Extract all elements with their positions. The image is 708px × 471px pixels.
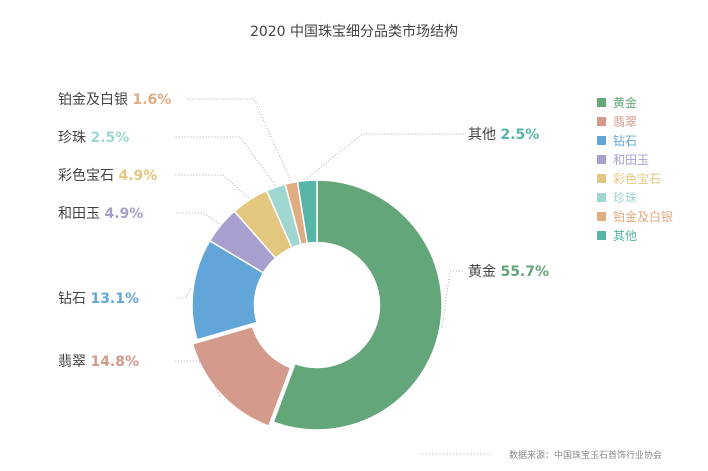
legend-label-2: 钻石 [613,133,637,148]
slice-0 [272,179,443,431]
legend-swatch-4 [597,174,606,183]
leader-line-1 [175,360,220,396]
data-label-value-4: 4.9% [118,168,157,184]
leader-line-0 [441,270,465,328]
data-label-4: 彩色宝石 4.9% [58,167,157,184]
leader-line-5 [175,136,276,186]
legend-swatch-7 [597,231,606,240]
data-label-name-7: 其他 [468,127,500,143]
data-label-value-7: 2.5% [500,127,539,143]
legend-swatch-5 [597,193,606,202]
data-label-group: 黄金 55.7%翡翠 14.8%钻石 13.1%和田玉 4.9%彩色宝石 4.9… [58,92,549,370]
leader-line-7 [306,133,465,179]
leader-line-6 [185,98,292,181]
legend-label-6: 铂金及白银 [613,209,673,224]
data-label-name-2: 钻石 [58,291,90,307]
leader-line-group [175,98,465,396]
legend-swatch-0 [597,98,606,107]
data-label-value-6: 1.6% [132,92,171,108]
legend-label-4: 彩色宝石 [613,172,661,186]
legend-label-0: 黄金 [613,95,637,110]
data-label-name-0: 黄金 [468,263,500,280]
data-label-7: 其他 2.5% [468,127,539,143]
leader-line-4 [175,174,249,199]
legend-label-7: 其他 [613,229,637,243]
slice-group [191,179,443,431]
data-label-name-3: 和田玉 [58,206,104,222]
data-label-value-0: 55.7% [500,264,549,280]
leader-line-3 [175,212,220,225]
slice-1 [191,325,292,428]
data-label-value-2: 13.1% [90,291,139,307]
leader-line-2 [175,288,192,299]
legend-label-1: 翡翠 [613,115,637,129]
legend-swatch-6 [597,212,606,221]
chart-title: 2020 中国珠宝细分品类市场结构 [250,23,458,40]
source-note: 数据来源：中国珠宝玉石首饰行业协会 [509,449,662,461]
data-label-1: 翡翠 14.8% [58,354,139,370]
data-label-value-5: 2.5% [90,130,129,146]
data-label-name-6: 铂金及白银 [58,92,132,108]
legend-label-3: 和田玉 [613,153,649,167]
data-label-value-3: 4.9% [104,206,143,222]
data-label-name-4: 彩色宝石 [58,167,118,184]
data-label-2: 钻石 13.1% [58,291,139,307]
legend-swatch-2 [597,136,606,145]
legend-swatch-1 [597,117,606,126]
data-label-3: 和田玉 4.9% [58,206,143,222]
data-label-5: 珍珠 2.5% [58,130,129,146]
legend-label-5: 珍珠 [613,191,637,205]
data-label-value-1: 14.8% [90,354,139,370]
legend-swatch-3 [597,155,606,164]
data-label-name-1: 翡翠 [58,354,90,370]
slice-7 [296,179,318,245]
data-label-name-5: 珍珠 [58,130,90,146]
data-label-6: 铂金及白银 1.6% [58,92,171,108]
data-label-0: 黄金 55.7% [468,263,549,280]
